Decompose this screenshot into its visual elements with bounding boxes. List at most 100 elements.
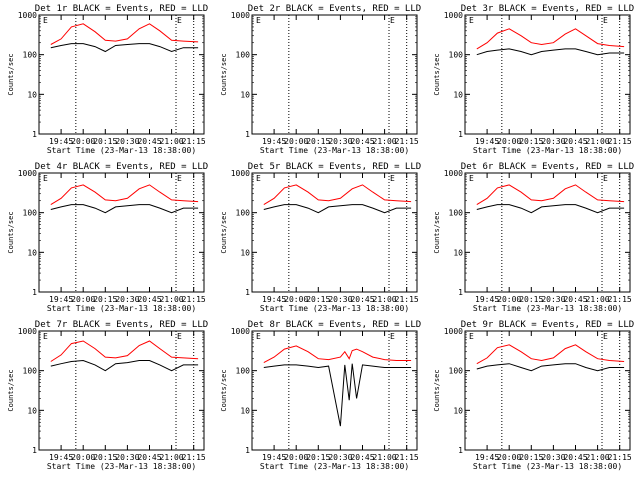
x-axis-label: Start Time (23-Mar-13 18:38:00) bbox=[47, 304, 196, 313]
x-tick-label: 20:45 bbox=[350, 137, 374, 146]
panel-2: Det 2r BLACK = Events, RED = LLD E E 1 10 100… bbox=[220, 4, 421, 155]
lld-series-line bbox=[50, 340, 199, 362]
plot-frame bbox=[251, 14, 418, 135]
x-tick-label: 21:15 bbox=[182, 453, 206, 462]
marker-letter: E bbox=[469, 174, 474, 183]
panel-3: Det 3r BLACK = Events, RED = LLD E E 1 10 100… bbox=[433, 4, 634, 155]
x-tick-label: 20:30 bbox=[328, 137, 352, 146]
plot-frame bbox=[38, 172, 205, 293]
x-tick-label: 21:00 bbox=[586, 137, 610, 146]
x-tick-label: 20:45 bbox=[350, 453, 374, 462]
x-tick-label: 21:00 bbox=[160, 453, 184, 462]
lld-series-line bbox=[263, 184, 412, 206]
y-tick-label: 1 bbox=[32, 130, 37, 139]
y-axis-label: Counts/sec bbox=[220, 53, 228, 95]
y-tick-label: 10 bbox=[453, 90, 463, 99]
x-tick-label: 21:00 bbox=[586, 295, 610, 304]
x-tick-label: 20:00 bbox=[71, 137, 95, 146]
lld-series-line bbox=[476, 344, 625, 365]
x-tick-label: 20:45 bbox=[563, 137, 587, 146]
panel-title: Det 7r BLACK = Events, RED = LLD bbox=[35, 320, 208, 330]
x-tick-label: 20:00 bbox=[497, 453, 521, 462]
x-axis-label: Start Time (23-Mar-13 18:38:00) bbox=[260, 304, 409, 313]
x-tick-label: 21:00 bbox=[373, 137, 397, 146]
events-series-line bbox=[476, 48, 625, 56]
x-tick-label: 20:15 bbox=[306, 137, 330, 146]
x-tick-label: 19:45 bbox=[49, 453, 73, 462]
marker-letter: E bbox=[177, 332, 182, 341]
x-tick-label: 21:00 bbox=[160, 295, 184, 304]
panel-title: Det 2r BLACK = Events, RED = LLD bbox=[248, 4, 421, 14]
y-tick-label: 100 bbox=[23, 51, 38, 60]
x-tick-label: 21:00 bbox=[373, 453, 397, 462]
x-tick-label: 20:00 bbox=[284, 295, 308, 304]
marker-letter: E bbox=[603, 174, 608, 183]
y-axis-label: Counts/sec bbox=[7, 53, 15, 95]
x-tick-label: 19:45 bbox=[49, 295, 73, 304]
x-tick-label: 19:45 bbox=[49, 137, 73, 146]
x-tick-label: 20:30 bbox=[328, 295, 352, 304]
panel-9: Det 9r BLACK = Events, RED = LLD E E 1 10 100… bbox=[433, 320, 634, 471]
y-tick-label: 1 bbox=[458, 446, 463, 455]
x-tick-label: 19:45 bbox=[262, 137, 286, 146]
x-axis-label: Start Time (23-Mar-13 18:38:00) bbox=[260, 146, 409, 155]
y-axis-label: Counts/sec bbox=[7, 369, 15, 411]
x-tick-label: 21:15 bbox=[182, 137, 206, 146]
y-tick-label: 10 bbox=[27, 248, 37, 257]
x-tick-label: 20:15 bbox=[306, 295, 330, 304]
x-tick-label: 20:00 bbox=[71, 295, 95, 304]
lld-series-line bbox=[263, 345, 412, 364]
panel-title: Det 9r BLACK = Events, RED = LLD bbox=[461, 320, 634, 330]
y-tick-label: 1000 bbox=[444, 169, 463, 178]
x-tick-label: 20:30 bbox=[541, 295, 565, 304]
x-tick-label: 20:30 bbox=[541, 137, 565, 146]
x-tick-label: 19:45 bbox=[475, 453, 499, 462]
x-tick-label: 20:15 bbox=[306, 453, 330, 462]
x-tick-label: 21:00 bbox=[373, 295, 397, 304]
y-tick-label: 1000 bbox=[18, 169, 37, 178]
events-series-line bbox=[50, 204, 199, 214]
x-tick-label: 20:15 bbox=[519, 137, 543, 146]
lld-series-line bbox=[50, 23, 199, 45]
panel-title: Det 5r BLACK = Events, RED = LLD bbox=[248, 162, 421, 172]
y-tick-label: 100 bbox=[236, 209, 251, 218]
marker-letter: E bbox=[256, 332, 261, 341]
panel-4: Det 4r BLACK = Events, RED = LLD E E 1 10 100… bbox=[7, 162, 208, 313]
plot-frame bbox=[464, 172, 631, 293]
y-tick-label: 10 bbox=[453, 248, 463, 257]
x-tick-label: 19:45 bbox=[475, 295, 499, 304]
panel-title: Det 3r BLACK = Events, RED = LLD bbox=[461, 4, 634, 14]
y-tick-label: 1000 bbox=[18, 11, 37, 20]
panel-8: Det 8r BLACK = Events, RED = LLD E E 1 10 100… bbox=[220, 320, 421, 471]
x-tick-label: 20:45 bbox=[350, 295, 374, 304]
x-tick-label: 20:45 bbox=[137, 453, 161, 462]
y-tick-label: 100 bbox=[449, 51, 464, 60]
x-tick-label: 20:00 bbox=[71, 453, 95, 462]
events-series-line bbox=[476, 204, 625, 214]
x-tick-label: 21:15 bbox=[608, 137, 632, 146]
events-series-line bbox=[50, 359, 199, 372]
x-tick-label: 20:00 bbox=[497, 137, 521, 146]
y-tick-label: 1000 bbox=[444, 11, 463, 20]
x-tick-label: 20:30 bbox=[328, 453, 352, 462]
x-tick-label: 20:00 bbox=[284, 453, 308, 462]
plot-frame bbox=[251, 172, 418, 293]
x-tick-label: 20:45 bbox=[563, 453, 587, 462]
plot-frame bbox=[38, 330, 205, 451]
y-tick-label: 1000 bbox=[231, 11, 250, 20]
panel-title: Det 1r BLACK = Events, RED = LLD bbox=[35, 4, 208, 14]
marker-letter: E bbox=[43, 332, 48, 341]
marker-letter: E bbox=[43, 174, 48, 183]
y-axis-label: Counts/sec bbox=[220, 369, 228, 411]
x-tick-label: 20:30 bbox=[115, 453, 139, 462]
y-tick-label: 1 bbox=[32, 446, 37, 455]
x-axis-label: Start Time (23-Mar-13 18:38:00) bbox=[47, 462, 196, 471]
y-tick-label: 1 bbox=[245, 446, 250, 455]
marker-letter: E bbox=[390, 16, 395, 25]
y-tick-label: 1 bbox=[458, 130, 463, 139]
y-axis-label: Counts/sec bbox=[220, 211, 228, 253]
x-tick-label: 20:15 bbox=[519, 453, 543, 462]
y-tick-label: 100 bbox=[449, 367, 464, 376]
panel-title: Det 4r BLACK = Events, RED = LLD bbox=[35, 162, 208, 172]
